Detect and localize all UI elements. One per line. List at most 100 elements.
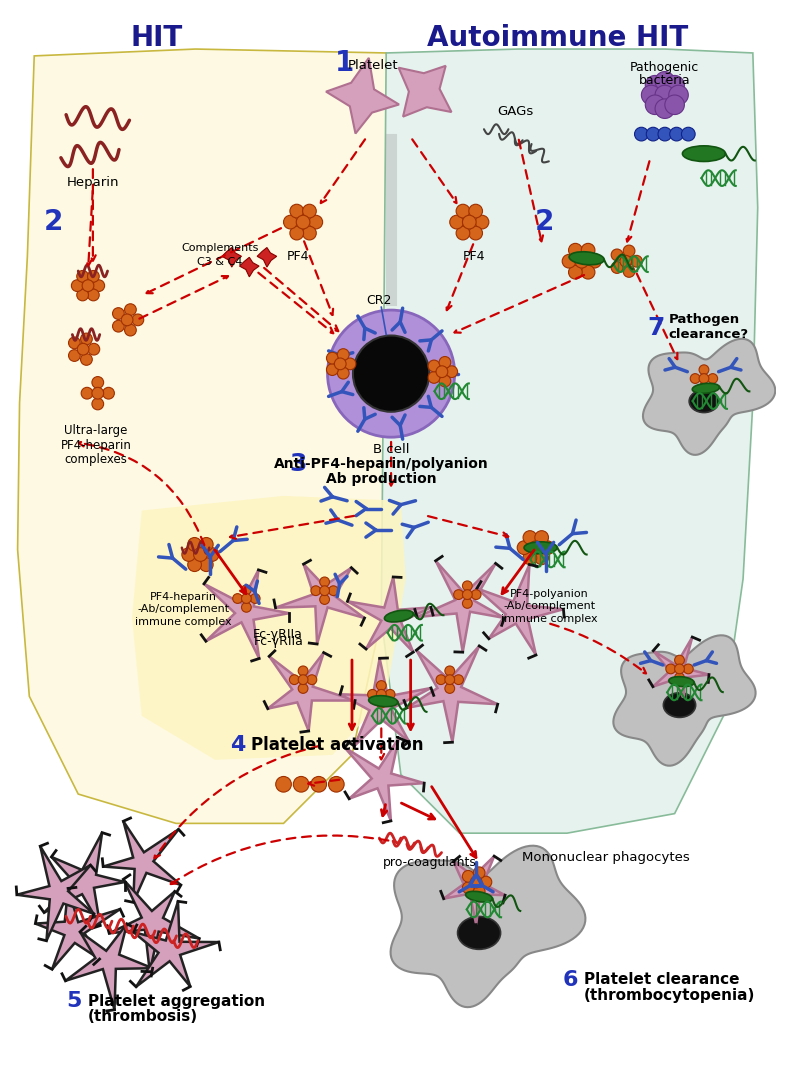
Circle shape — [669, 127, 684, 141]
Text: PF4-heparin: PF4-heparin — [150, 591, 218, 602]
Text: PF4-heparin: PF4-heparin — [60, 439, 131, 451]
Circle shape — [276, 777, 291, 792]
Ellipse shape — [692, 383, 719, 394]
PathPatch shape — [132, 496, 406, 760]
Text: 1: 1 — [334, 49, 354, 77]
Circle shape — [581, 243, 595, 257]
Circle shape — [320, 586, 330, 595]
Circle shape — [462, 599, 472, 608]
Text: PF4: PF4 — [287, 250, 310, 262]
Circle shape — [250, 593, 260, 604]
Circle shape — [241, 593, 251, 604]
Circle shape — [462, 216, 476, 229]
Circle shape — [468, 226, 483, 240]
Ellipse shape — [689, 389, 719, 413]
Circle shape — [206, 547, 219, 561]
Text: Ab production: Ab production — [326, 473, 437, 487]
Circle shape — [241, 603, 251, 612]
Circle shape — [428, 371, 440, 383]
Circle shape — [655, 71, 675, 91]
Polygon shape — [399, 66, 452, 116]
Circle shape — [187, 538, 202, 552]
Circle shape — [517, 541, 531, 555]
Circle shape — [77, 344, 89, 355]
Polygon shape — [65, 924, 152, 1009]
Circle shape — [337, 349, 349, 361]
Circle shape — [337, 367, 349, 379]
Circle shape — [675, 664, 684, 673]
Circle shape — [299, 666, 308, 675]
Circle shape — [665, 76, 684, 95]
Circle shape — [541, 541, 554, 555]
Circle shape — [462, 590, 472, 600]
Circle shape — [446, 366, 457, 378]
Text: 4: 4 — [229, 735, 245, 755]
Circle shape — [535, 551, 549, 564]
Circle shape — [623, 245, 635, 257]
Circle shape — [82, 280, 94, 291]
Circle shape — [87, 270, 99, 282]
Circle shape — [102, 387, 114, 399]
Circle shape — [125, 324, 137, 336]
Text: B cell: B cell — [373, 444, 410, 457]
Circle shape — [669, 85, 688, 105]
Circle shape — [241, 585, 251, 594]
Circle shape — [290, 204, 303, 218]
Polygon shape — [348, 577, 431, 652]
Circle shape — [194, 547, 207, 561]
Circle shape — [456, 226, 470, 240]
Circle shape — [132, 314, 144, 325]
Polygon shape — [643, 339, 775, 455]
Circle shape — [675, 673, 684, 683]
Circle shape — [623, 266, 635, 277]
Circle shape — [699, 382, 709, 393]
Circle shape — [428, 360, 440, 371]
Text: complexes: complexes — [64, 453, 127, 466]
Circle shape — [233, 593, 242, 604]
Circle shape — [326, 364, 338, 376]
Polygon shape — [103, 822, 181, 903]
Circle shape — [666, 664, 676, 673]
Text: 2: 2 — [44, 208, 64, 236]
Circle shape — [473, 866, 485, 878]
Text: 5: 5 — [67, 991, 82, 1012]
Circle shape — [289, 674, 299, 685]
Circle shape — [535, 530, 549, 544]
Text: C3 & C4: C3 & C4 — [197, 257, 243, 267]
Ellipse shape — [465, 891, 492, 902]
Circle shape — [462, 580, 472, 591]
Circle shape — [445, 666, 455, 675]
Circle shape — [655, 85, 675, 105]
Circle shape — [307, 674, 317, 685]
Text: 7: 7 — [647, 316, 665, 339]
Polygon shape — [110, 879, 199, 972]
Circle shape — [523, 551, 537, 564]
Circle shape — [611, 249, 623, 260]
Circle shape — [353, 335, 430, 412]
Circle shape — [569, 266, 582, 280]
Circle shape — [182, 547, 195, 561]
Circle shape — [436, 366, 448, 378]
Text: Pathogenic: Pathogenic — [630, 61, 700, 74]
Text: Platelet aggregation: Platelet aggregation — [88, 993, 265, 1008]
Text: Fc-γRIIa: Fc-γRIIa — [254, 635, 303, 648]
Text: HIT: HIT — [130, 25, 183, 52]
Ellipse shape — [384, 610, 414, 622]
Circle shape — [699, 365, 709, 375]
Circle shape — [462, 871, 474, 882]
Polygon shape — [240, 257, 259, 276]
Circle shape — [468, 204, 483, 218]
Circle shape — [68, 337, 80, 349]
Text: GAGs: GAGs — [497, 106, 534, 118]
Circle shape — [620, 255, 631, 267]
Circle shape — [462, 882, 474, 894]
Circle shape — [80, 333, 92, 345]
Circle shape — [675, 655, 684, 665]
Text: CR2: CR2 — [367, 293, 392, 307]
Circle shape — [449, 216, 464, 229]
Circle shape — [81, 387, 93, 399]
Text: -Ab/complement: -Ab/complement — [503, 602, 596, 611]
PathPatch shape — [17, 49, 406, 824]
Text: immune complex: immune complex — [501, 614, 598, 624]
Text: 6: 6 — [562, 970, 578, 990]
